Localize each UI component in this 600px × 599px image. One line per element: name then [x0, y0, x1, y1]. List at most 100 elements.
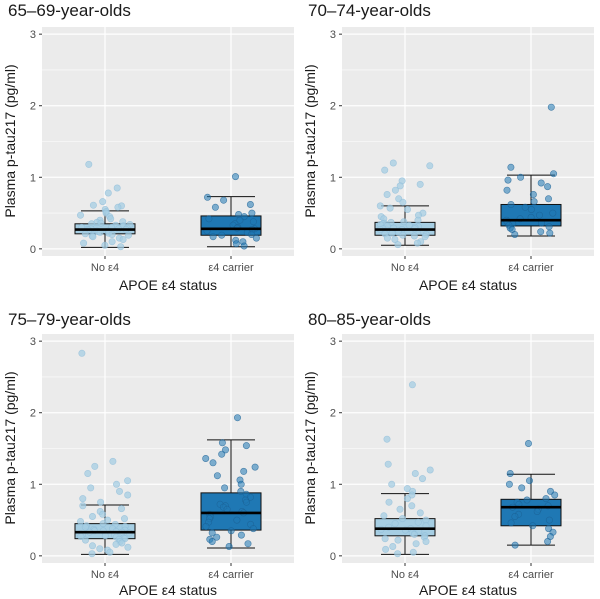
boxplot-no-e4	[374, 159, 436, 249]
x-tick-label: ε4 carrier	[508, 262, 554, 274]
data-point	[99, 520, 107, 528]
data-point	[237, 531, 245, 539]
data-point	[99, 198, 107, 206]
data-point	[389, 159, 397, 167]
data-point	[232, 240, 240, 248]
data-point	[97, 219, 105, 227]
data-point	[544, 183, 552, 191]
y-tick-label: 1	[330, 479, 336, 491]
data-point	[537, 228, 545, 236]
data-point	[208, 529, 216, 537]
data-point	[96, 545, 104, 553]
data-point	[400, 218, 408, 226]
data-point	[380, 512, 388, 520]
panel-3-area: 0 1 2 3 No ε4 ε4 carrier	[30, 334, 294, 581]
data-point	[421, 233, 429, 241]
boxplot-e4-carrier	[200, 173, 262, 250]
data-point	[218, 439, 226, 447]
data-point	[248, 209, 256, 217]
data-point	[84, 469, 92, 477]
y-tick-label: 2	[30, 408, 36, 420]
data-point	[208, 537, 216, 545]
panel-4-area: 0 1 2 3 No ε4 ε4 carrier	[330, 334, 594, 581]
data-point	[426, 162, 434, 170]
data-point	[79, 495, 87, 503]
data-point	[394, 241, 402, 249]
data-point	[249, 525, 257, 533]
data-point	[537, 179, 545, 187]
data-point	[414, 518, 422, 526]
data-point	[202, 454, 210, 462]
data-point	[529, 191, 537, 199]
panel-3-ylabel: Plasma p-tau217 (pg/ml)	[2, 371, 18, 524]
data-point	[535, 211, 543, 219]
data-point	[77, 517, 85, 525]
x-tick-label: ε4 carrier	[208, 262, 254, 274]
y-tick-label: 3	[330, 29, 336, 41]
y-tick-label: 3	[30, 336, 36, 348]
data-point	[251, 463, 259, 471]
data-point	[422, 537, 430, 545]
data-point	[381, 166, 389, 174]
data-point	[376, 202, 384, 210]
data-point	[79, 502, 87, 510]
data-point	[399, 231, 407, 239]
data-point	[113, 480, 121, 488]
data-point	[411, 469, 419, 477]
panel-3-xlabel: APOE ε4 status	[119, 582, 217, 598]
data-point	[383, 191, 391, 199]
data-point	[533, 507, 541, 515]
data-point	[211, 203, 219, 211]
data-point	[408, 381, 416, 389]
data-point	[117, 243, 125, 251]
data-point	[232, 173, 240, 181]
data-point	[77, 211, 85, 219]
data-point	[511, 541, 519, 549]
data-point	[101, 241, 109, 249]
data-point	[236, 216, 244, 224]
data-point	[396, 505, 404, 513]
data-point	[385, 498, 393, 506]
panel-2-xlabel: APOE ε4 status	[419, 277, 517, 293]
data-point	[551, 491, 559, 499]
y-tick-label: 1	[30, 479, 36, 491]
data-point	[388, 229, 396, 237]
data-point	[237, 480, 245, 488]
data-point	[237, 487, 245, 495]
data-point	[89, 542, 97, 550]
data-point	[544, 195, 552, 203]
data-point	[521, 203, 529, 211]
data-point	[202, 522, 210, 530]
data-point	[403, 206, 411, 214]
y-tick-label: 2	[330, 408, 336, 420]
panel-2-area: 0 1 2 3 No ε4 ε4 carrier	[330, 27, 594, 274]
data-point	[391, 186, 399, 194]
data-point	[527, 206, 535, 214]
data-point	[549, 209, 557, 217]
panel-4: 80–85-year-olds 0 1 2 3 No ε4 ε4 carrier Plas…	[302, 310, 594, 598]
data-point	[81, 230, 89, 238]
data-point	[108, 231, 116, 239]
data-point	[547, 103, 555, 111]
data-point	[124, 543, 132, 551]
data-point	[213, 472, 221, 480]
data-point	[220, 196, 228, 204]
data-point	[391, 236, 399, 244]
y-tick-label: 1	[330, 172, 336, 184]
x-tick-label: No ε4	[91, 569, 119, 581]
data-point	[124, 477, 132, 485]
y-tick-label: 0	[30, 551, 36, 563]
data-point	[119, 236, 127, 244]
data-point	[550, 170, 558, 178]
data-point	[505, 480, 513, 488]
data-point	[225, 542, 233, 550]
data-point	[108, 238, 116, 246]
y-tick-label: 1	[30, 172, 36, 184]
data-point	[389, 542, 397, 550]
data-point	[416, 180, 424, 188]
data-point	[542, 495, 550, 503]
y-tick-label: 0	[330, 244, 336, 256]
data-point	[244, 540, 252, 548]
data-point	[118, 505, 126, 513]
